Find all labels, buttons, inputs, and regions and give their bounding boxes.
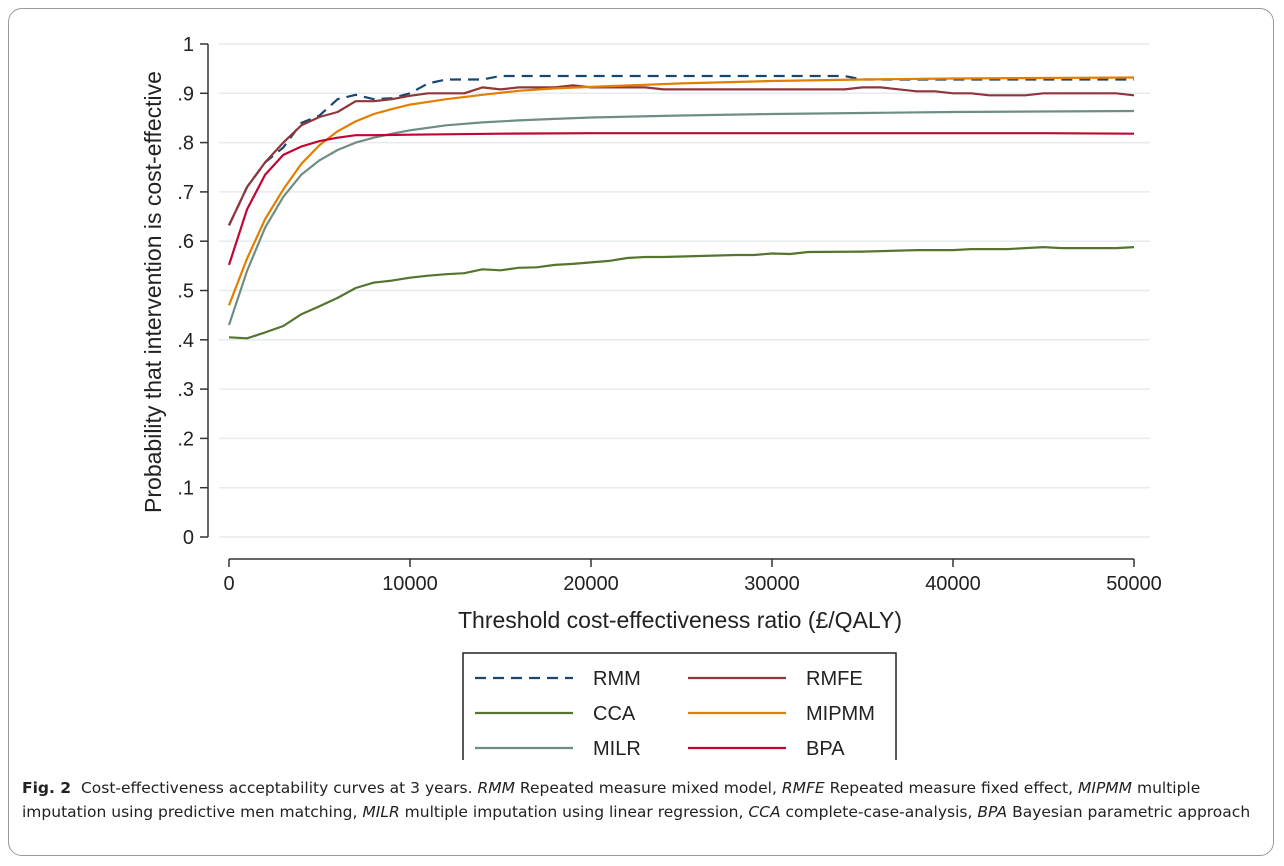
- grid-lines: [219, 43, 1150, 538]
- series-line-bpa: [227, 132, 1135, 266]
- caption-definition-text: complete-case-analysis,: [780, 803, 978, 821]
- x-tick-label: 50000: [1106, 573, 1162, 595]
- figure-caption: Fig. 2 Cost-effectiveness acceptability …: [22, 776, 1262, 824]
- legend: RMM RMFE CCA MIPMM MILR BPA: [462, 652, 897, 760]
- caption-definition-text: Repeated measure mixed model,: [515, 779, 782, 797]
- series-line-mipmm: [227, 76, 1135, 306]
- x-tick-label: 0: [223, 573, 234, 595]
- legend-label-rmm: RMM: [593, 668, 641, 690]
- caption-definition-text: Bayesian parametric approach: [1007, 803, 1251, 821]
- legend-label-rmfe: RMFE: [806, 668, 863, 690]
- series-lines: [227, 74, 1135, 340]
- y-tick-label: .3: [177, 379, 194, 401]
- caption-definition-text: multiple imputation using predictive men…: [22, 779, 1201, 821]
- x-axis-label: Threshold cost-effectiveness ratio (£/QA…: [458, 607, 902, 633]
- caption-title: Cost-effectiveness acceptability curves …: [80, 779, 473, 797]
- y-tick-label: .9: [177, 83, 194, 105]
- series-line-rmm: [228, 74, 1134, 226]
- y-tick-label: .6: [177, 231, 194, 253]
- caption-abbr: RMM: [477, 779, 515, 797]
- legend-label-milr: MILR: [593, 738, 641, 760]
- caption-abbr: RMFE: [781, 779, 825, 797]
- series-line-rmfe: [228, 84, 1135, 226]
- y-axis-label: Probability that intervention is cost-ef…: [140, 71, 166, 513]
- y-tick-label: .1: [177, 478, 194, 500]
- caption-abbr: MIPMM: [1078, 779, 1133, 797]
- x-tick-label: 20000: [563, 573, 619, 595]
- caption-definition-text: Repeated measure fixed effect,: [824, 779, 1078, 797]
- axes: 0 .1 .2 .3 .4 .5 .6 .7 .8 .9 1 0 10000 20000 30000 4000…: [177, 34, 1162, 595]
- x-tick-label: 30000: [744, 573, 800, 595]
- series-line-milr: [227, 109, 1135, 326]
- caption-abbr: MILR: [362, 803, 400, 821]
- series-line-cca: [228, 246, 1135, 340]
- caption-definitions: RMM Repeated measure mixed model, RMFE R…: [22, 779, 1250, 821]
- caption-label: Fig. 2: [22, 779, 72, 797]
- legend-label-cca: CCA: [593, 703, 636, 725]
- caption-definition-text: multiple imputation using linear regress…: [399, 803, 749, 821]
- acceptability-chart: 0 .1 .2 .3 .4 .5 .6 .7 .8 .9 1 0 10000 20000 30000 4000…: [140, 34, 1162, 760]
- y-tick-label: .7: [177, 182, 194, 204]
- y-tick-label: 1: [183, 34, 194, 56]
- y-tick-label: .4: [177, 330, 194, 352]
- y-tick-label: .5: [177, 281, 194, 303]
- y-tick-label: .2: [177, 428, 194, 450]
- legend-label-mipmm: MIPMM: [806, 703, 875, 725]
- legend-label-bpa: BPA: [806, 738, 845, 760]
- x-tick-label: 10000: [382, 573, 438, 595]
- caption-abbr: CCA: [748, 803, 781, 821]
- caption-abbr: BPA: [977, 803, 1008, 821]
- x-tick-label: 40000: [925, 573, 981, 595]
- legend-box: [462, 652, 897, 760]
- y-tick-label: .8: [177, 133, 194, 155]
- y-tick-label: 0: [183, 527, 194, 549]
